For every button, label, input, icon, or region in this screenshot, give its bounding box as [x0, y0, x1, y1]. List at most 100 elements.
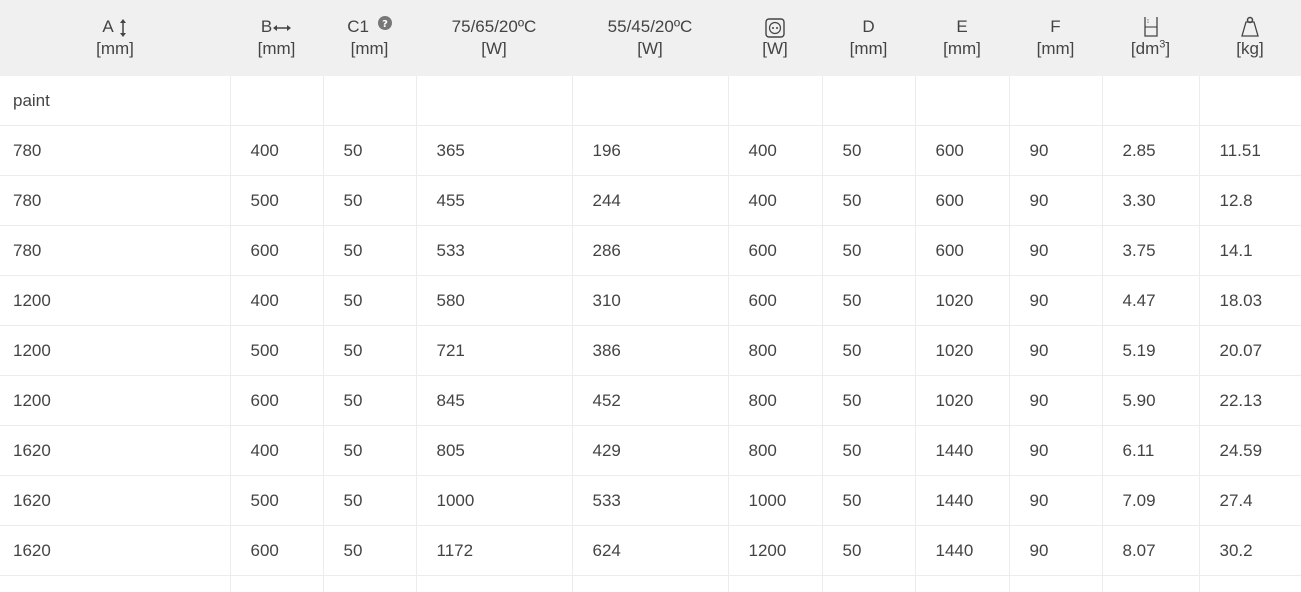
- table-cell: 780: [0, 125, 230, 176]
- table-cell: 50: [821, 225, 915, 276]
- table-cell: 386: [571, 325, 728, 376]
- table-cell: 50: [322, 375, 416, 426]
- header-label: F: [1050, 17, 1061, 36]
- table-cell: 50: [821, 425, 915, 476]
- table-cell: 50: [821, 325, 915, 376]
- table-cell: 1440: [914, 525, 1009, 576]
- socket-icon: [765, 17, 785, 38]
- table-cell: 196: [571, 125, 728, 176]
- table-cell: 1020: [914, 325, 1009, 376]
- table-cell: [571, 76, 728, 126]
- table-cell: 50: [821, 525, 915, 576]
- table-cell: 452: [571, 375, 728, 426]
- table-row: 1200 600 50 845 452 800 50 1020 90 5.90 22.13: [0, 375, 1301, 426]
- table-cell: [1101, 575, 1199, 592]
- table-cell: [1008, 575, 1102, 592]
- table-cell: 50: [322, 425, 416, 476]
- header-d: D [mm]: [822, 0, 915, 76]
- table-cell: 50: [322, 475, 416, 526]
- table-cell: [229, 76, 323, 126]
- header-label: C1: [347, 17, 369, 36]
- table-cell: 600: [727, 275, 822, 326]
- table-cell: 800: [727, 375, 822, 426]
- table-cell: [415, 76, 572, 126]
- table-cell: 1020: [914, 275, 1009, 326]
- table-cell: 50: [322, 525, 416, 576]
- vertical-arrow-icon: [119, 18, 126, 37]
- table-body: paint 780 400 50 365 196 400 50 600 90 2.85 11.51 78…: [0, 76, 1301, 592]
- header-unit: [W]: [637, 39, 663, 58]
- table-cell: 7.09: [1101, 475, 1199, 526]
- table-row: 1200 500 50 721 386 800 50 1020 90 5.19 20.07: [0, 325, 1301, 376]
- table-cell: 90: [1008, 375, 1102, 426]
- table-cell: 5.19: [1101, 325, 1199, 376]
- header-label: A: [102, 17, 113, 36]
- table-cell: 600: [229, 525, 323, 576]
- header-unit: [dm3]: [1130, 38, 1171, 59]
- table-cell: 533: [571, 475, 728, 526]
- table-cell: 90: [1008, 475, 1102, 526]
- header-f: F [mm]: [1009, 0, 1102, 76]
- table-cell: 500: [229, 325, 323, 376]
- header-label: E: [956, 17, 968, 36]
- table-cell: 50: [322, 275, 416, 326]
- table-cell: 600: [914, 225, 1009, 276]
- header-unit: [mm]: [1036, 39, 1075, 58]
- table-row: 780 400 50 365 196 400 50 600 90 2.85 11.51: [0, 125, 1301, 176]
- table-cell: 1440: [914, 425, 1009, 476]
- table-cell: 533: [415, 225, 572, 276]
- help-icon[interactable]: ?: [377, 16, 392, 30]
- table-cell: 1200: [0, 275, 230, 326]
- table-cell: 455: [415, 175, 572, 226]
- table-cell: 1620: [0, 525, 230, 576]
- table-cell: 14.1: [1198, 225, 1301, 276]
- table-cell: 3.30: [1101, 175, 1199, 226]
- table-cell: 244: [571, 175, 728, 226]
- header-label: 75/65/20ºC: [451, 17, 537, 36]
- table-cell: [1198, 575, 1301, 592]
- header-unit: [kg]: [1236, 39, 1264, 59]
- table-cell: 90: [1008, 525, 1102, 576]
- table-cell: 30.2: [1198, 525, 1301, 576]
- table-cell: 90: [1008, 425, 1102, 476]
- table-cell: 1020: [914, 375, 1009, 426]
- header-a: A [mm]: [0, 0, 230, 76]
- table-cell: 90: [1008, 175, 1102, 226]
- table-cell: 90: [1008, 125, 1102, 176]
- table-cell: 8.07: [1101, 525, 1199, 576]
- table-cell: [914, 76, 1009, 126]
- table-cell: 1200: [0, 375, 230, 426]
- table-cell: 805: [415, 425, 572, 476]
- table-cell: 1000: [727, 475, 822, 526]
- header-unit: [mm]: [943, 39, 981, 58]
- table-cell: 1200: [0, 325, 230, 376]
- header-unit: [W]: [762, 39, 788, 58]
- table-cell: 310: [571, 275, 728, 326]
- table-cell: [322, 76, 416, 126]
- horizontal-arrow-icon: [273, 24, 292, 31]
- table-cell: 3.75: [1101, 225, 1199, 276]
- table-cell: [727, 76, 822, 126]
- table-cell: 50: [821, 175, 915, 226]
- header-unit: [mm]: [257, 39, 296, 58]
- table-cell: 1000: [415, 475, 572, 526]
- table-cell: 20.07: [1198, 325, 1301, 376]
- table-cell: 50: [821, 475, 915, 526]
- weight-icon: [1241, 17, 1259, 37]
- table-cell: 5.90: [1101, 375, 1199, 426]
- header-power-75-65: 75/65/20ºC [W]: [416, 0, 572, 76]
- table-cell: 1440: [914, 475, 1009, 526]
- table-cell: 286: [571, 225, 728, 276]
- table-cell: 90: [1008, 225, 1102, 276]
- table-cell: 24.59: [1198, 425, 1301, 476]
- table-cell: 600: [229, 225, 323, 276]
- table-cell: 22.13: [1198, 375, 1301, 426]
- table-cell: 800: [727, 325, 822, 376]
- table-cell: 27.4: [1198, 475, 1301, 526]
- table-cell: 600: [727, 225, 822, 276]
- table-cell: [1101, 76, 1199, 126]
- table-cell: 600: [229, 375, 323, 426]
- table-cell: 400: [727, 175, 822, 226]
- table-cell: 429: [571, 425, 728, 476]
